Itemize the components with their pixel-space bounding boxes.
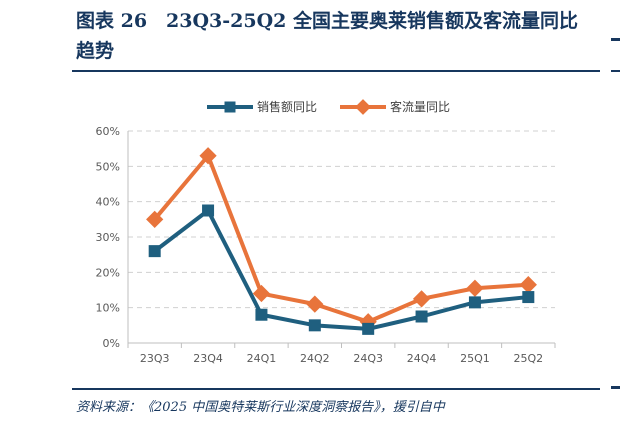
data-point-diamond	[306, 295, 324, 313]
x-tick-label: 25Q1	[460, 352, 490, 365]
data-point-diamond	[199, 147, 217, 165]
margin-stub-top	[611, 38, 620, 41]
series	[146, 147, 537, 335]
legend-label: 客流量同比	[390, 99, 450, 114]
footer-divider	[72, 388, 600, 390]
data-point-square	[308, 319, 321, 332]
axes: 0% 10% 20% 30% 40% 50% 60% 23Q3 23Q4 24Q1 24Q2 24Q3…	[96, 125, 556, 365]
x-tick-label: 23Q3	[140, 352, 170, 365]
x-tick-label: 24Q1	[247, 352, 277, 365]
legend: 销售额同比 客流量同比	[207, 99, 450, 115]
y-tick-label: 50%	[96, 160, 120, 173]
margin-stub-bottom	[611, 386, 620, 389]
figure-title: 图表 26 23Q3-25Q2 全国主要奥莱销售额及客流量同比趋势	[76, 10, 578, 62]
data-point-square	[468, 296, 481, 309]
data-point-diamond	[412, 290, 431, 308]
margin-stub-mid	[611, 70, 620, 72]
y-tick-label: 30%	[96, 231, 120, 244]
data-point-diamond	[519, 276, 537, 294]
y-tick-label: 40%	[96, 196, 120, 209]
y-tick-label: 0%	[103, 337, 120, 350]
x-tick-label: 25Q2	[513, 352, 543, 365]
y-tick-label: 10%	[96, 302, 120, 315]
y-tick-label: 60%	[96, 125, 120, 138]
data-point-diamond	[146, 210, 164, 228]
x-tick-label: 24Q2	[300, 352, 330, 365]
series-line	[152, 208, 531, 331]
data-point-square	[255, 308, 268, 321]
data-point-diamond	[466, 279, 484, 297]
legend-label: 销售额同比	[257, 99, 317, 114]
source-note: 资料来源：《2025 中国奥特莱斯行业深度洞察报告》，援引自中	[76, 400, 445, 415]
header-divider	[72, 70, 600, 72]
data-point-square	[415, 310, 428, 323]
grid-lines	[128, 130, 555, 309]
x-tick-label: 23Q4	[193, 352, 223, 365]
x-tick-label: 24Q4	[407, 352, 437, 365]
data-point-square	[148, 245, 161, 258]
series-line	[152, 153, 531, 324]
data-point-diamond	[252, 284, 271, 303]
data-point-square	[224, 101, 236, 113]
data-point-square	[522, 291, 535, 304]
data-point-square	[202, 204, 215, 217]
data-point-square	[362, 322, 375, 335]
data-point-diamond	[355, 99, 371, 115]
y-tick-label: 20%	[96, 266, 120, 279]
x-tick-label: 24Q3	[353, 352, 383, 365]
